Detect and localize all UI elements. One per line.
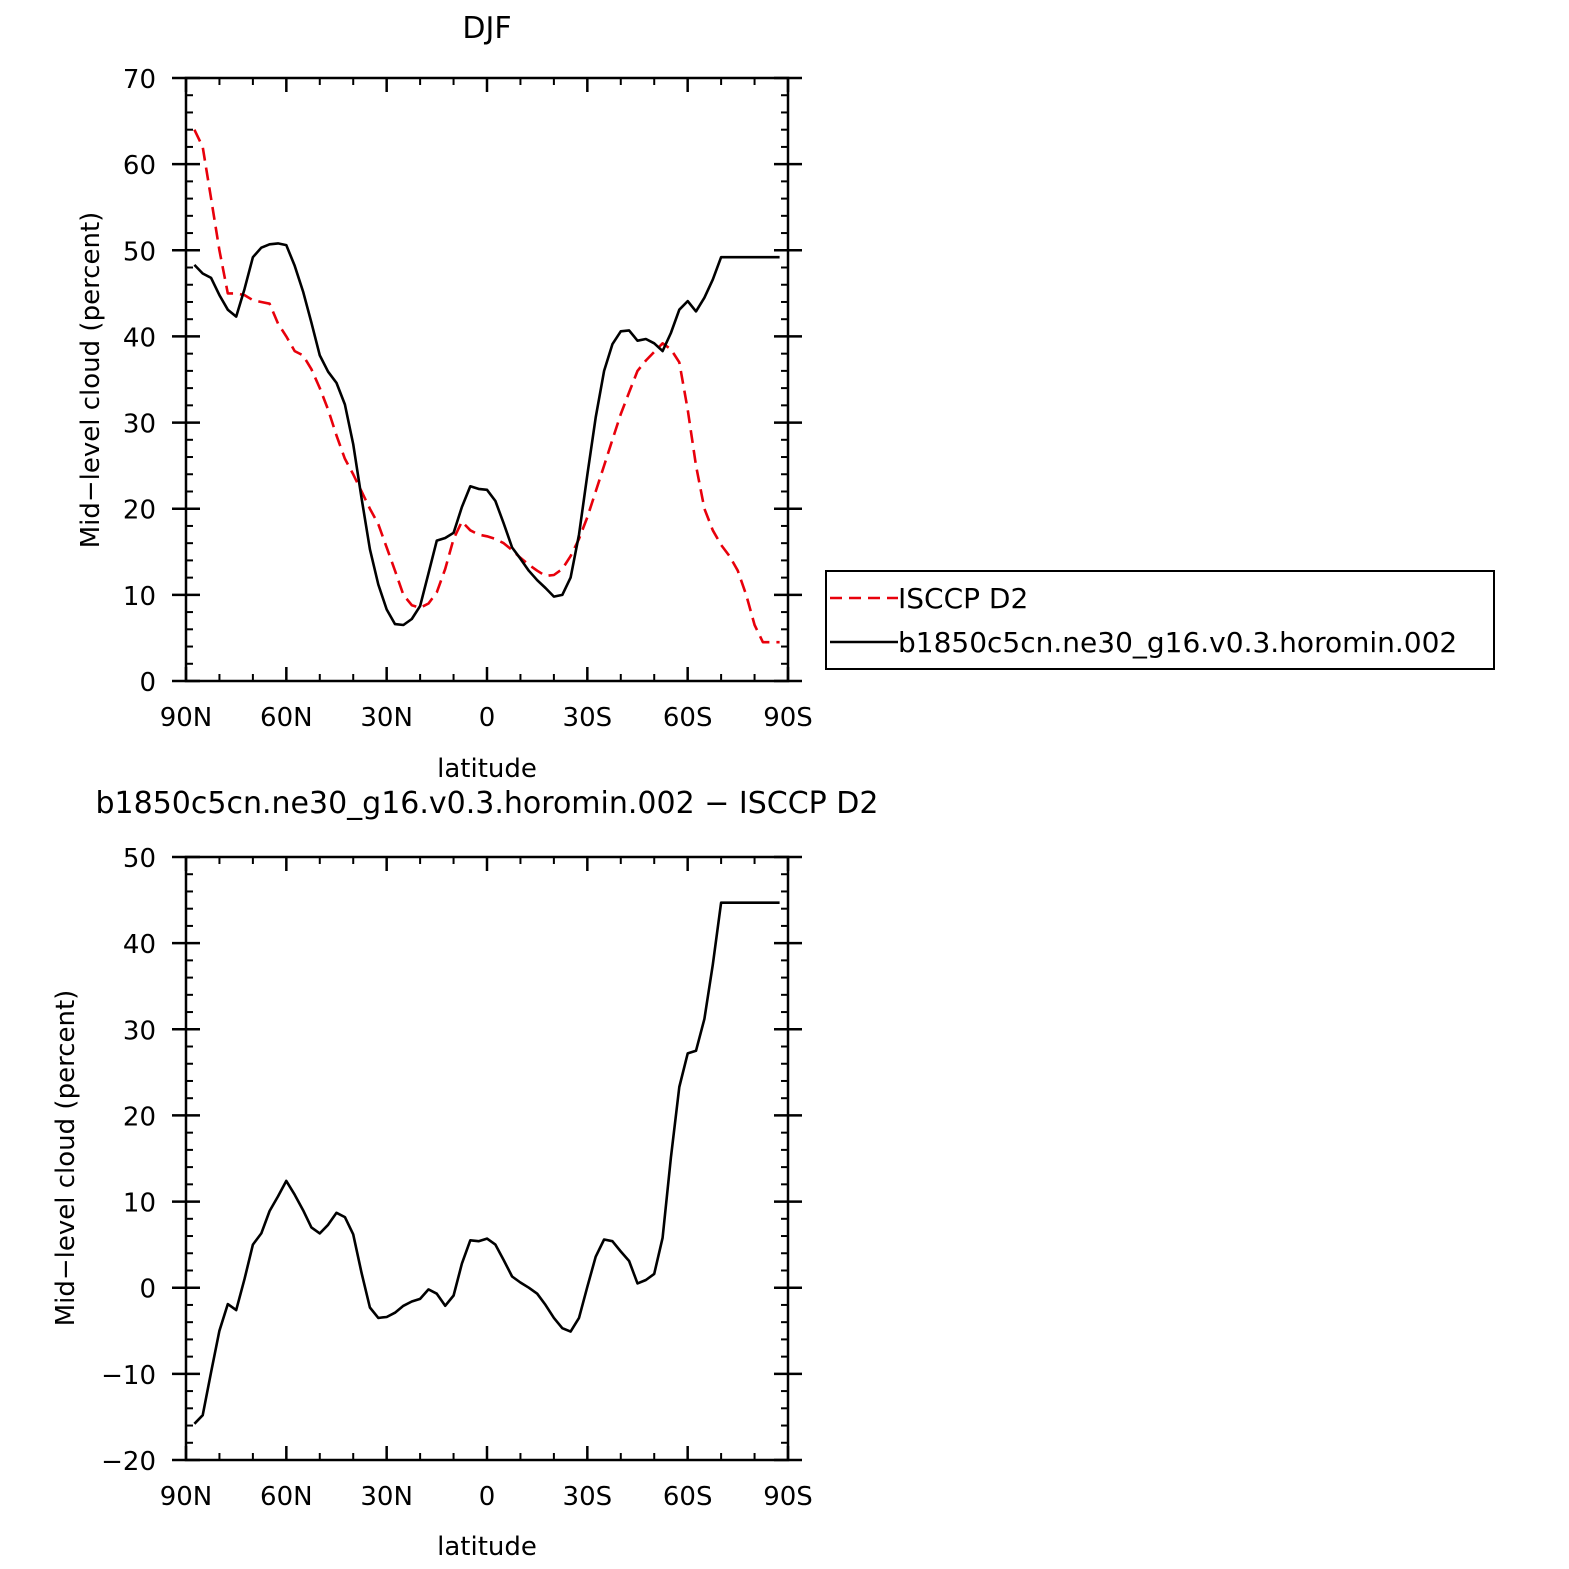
- bottom-chart-panel: b1850c5cn.ne30_g16.v0.3.horomin.002 − IS…: [51, 786, 879, 1562]
- top-x-tick-label: 90N: [160, 703, 213, 733]
- bottom-x-tick-label: 30N: [360, 1482, 413, 1512]
- legend-label-isccp: ISCCP D2: [898, 582, 1028, 615]
- top-y-tick-label: 70: [123, 65, 156, 95]
- top-y-tick-label: 60: [123, 151, 156, 181]
- top-y-tick-label: 30: [123, 410, 156, 440]
- bottom-y-axis-label: Mid−level cloud (percent): [51, 990, 81, 1327]
- top-x-tick-label: 60S: [663, 703, 713, 733]
- bottom-y-tick-label: −20: [101, 1447, 156, 1477]
- top-x-tick-label: 60N: [260, 703, 313, 733]
- legend-label-model: b1850c5cn.ne30_g16.v0.3.horomin.002: [898, 626, 1457, 659]
- bottom-chart-title: b1850c5cn.ne30_g16.v0.3.horomin.002 − IS…: [96, 786, 879, 821]
- bottom-x-axis-label: latitude: [437, 1532, 537, 1562]
- top-series-group: [193, 129, 780, 644]
- bottom-x-tick-label: 0: [479, 1482, 496, 1512]
- legend-box: [825, 570, 1495, 670]
- bottom-axis-ticks: 90N 60N 30N 0 30S 60S 90S −20 −10 0 10 20 30 40 50: [101, 844, 813, 1512]
- bottom-y-tick-label: 10: [123, 1189, 156, 1219]
- bottom-series-group: [193, 901, 780, 1425]
- bottom-x-tick-label: 90S: [763, 1482, 813, 1512]
- top-x-tick-label: 30S: [563, 703, 613, 733]
- bottom-x-tick-label: 90N: [160, 1482, 213, 1512]
- bottom-y-tick-label: 30: [123, 1016, 156, 1046]
- top-plot-frame: [184, 76, 790, 683]
- legend: ISCCP D2 b1850c5cn.ne30_g16.v0.3.horomin…: [825, 570, 1495, 670]
- top-series-line-isccp-d2: [193, 129, 780, 644]
- bottom-x-tick-label: 30S: [563, 1482, 613, 1512]
- top-y-axis-label: Mid−level cloud (percent): [76, 212, 106, 549]
- top-y-tick-label: 0: [139, 668, 156, 698]
- top-series-line-b1850c5cn-ne30-g16-v0-3-horomin-002: [193, 242, 780, 627]
- top-x-tick-label: 0: [479, 703, 496, 733]
- bottom-x-tick-label: 60N: [260, 1482, 313, 1512]
- top-x-tick-label: 30N: [360, 703, 413, 733]
- bottom-plot-frame: [184, 855, 790, 1462]
- top-y-tick-label: 40: [123, 323, 156, 353]
- top-y-tick-label: 10: [123, 582, 156, 612]
- bottom-series-line-0: [193, 901, 780, 1425]
- bottom-y-tick-label: −10: [101, 1361, 156, 1391]
- bottom-y-tick-label: 20: [123, 1102, 156, 1132]
- top-y-tick-label: 20: [123, 496, 156, 526]
- top-x-axis-label: latitude: [437, 754, 537, 784]
- top-y-tick-label: 50: [123, 237, 156, 267]
- bottom-y-tick-label: 50: [123, 844, 156, 874]
- bottom-y-tick-label: 40: [123, 930, 156, 960]
- top-chart-title: DJF: [462, 11, 511, 46]
- bottom-x-tick-label: 60S: [663, 1482, 713, 1512]
- top-chart-panel: DJF 90N 60N 30N 0 30S 60S 90S 0 10 20 30 40 50 60 70 l…: [76, 11, 813, 784]
- bottom-y-tick-label: 0: [139, 1275, 156, 1305]
- top-axis-ticks: 90N 60N 30N 0 30S 60S 90S 0 10 20 30 40 50 60 70: [123, 65, 813, 733]
- top-x-tick-label: 90S: [763, 703, 813, 733]
